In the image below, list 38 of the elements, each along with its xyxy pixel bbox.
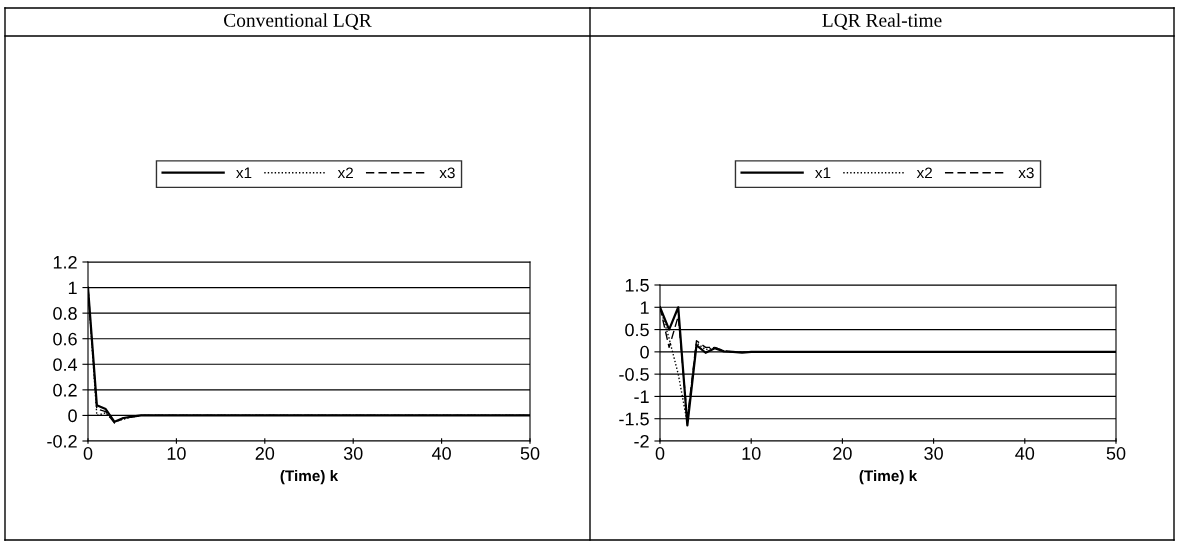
y-tick-label: 0.8: [53, 307, 77, 320]
x-tick-label: 30: [924, 447, 943, 460]
legend-label: x3: [1018, 167, 1034, 179]
y-tick-label: 1.5: [625, 279, 649, 292]
chart-title: Conventional LQR: [224, 13, 372, 30]
x-tick-label: 50: [520, 447, 540, 460]
x-axis-title: (Time) k: [859, 470, 918, 485]
x-tick-label: 40: [431, 447, 451, 460]
y-tick-label: 0.6: [53, 332, 77, 346]
x-tick-label: 0: [655, 447, 665, 460]
y-tick-label: -0.2: [47, 434, 77, 448]
x-axis-title: (Time) k: [280, 470, 339, 485]
y-tick-label: 0: [640, 345, 649, 359]
legend-label: x3: [439, 167, 455, 179]
x-tick-label: 20: [255, 447, 275, 460]
legend-label: x2: [916, 167, 932, 179]
x-tick-label: 10: [742, 447, 761, 460]
y-tick-label: 1: [68, 281, 77, 295]
y-tick-label: -2: [634, 434, 649, 448]
y-tick-label: 1: [640, 301, 649, 314]
chart-title: LQR Real-time: [822, 13, 942, 30]
x-tick-label: 0: [83, 447, 93, 460]
x-tick-label: 20: [833, 447, 852, 460]
y-tick-label: 1.2: [53, 255, 77, 269]
x-tick-label: 10: [167, 447, 186, 460]
y-tick-label: 0.4: [53, 358, 78, 372]
y-tick-label: -0.5: [619, 368, 649, 381]
y-tick-label: 0: [68, 409, 77, 423]
y-tick-label: 0.5: [625, 323, 649, 337]
x-tick-label: 50: [1106, 447, 1126, 460]
x-tick-label: 40: [1015, 447, 1035, 460]
legend-label: x2: [337, 167, 353, 179]
x-tick-label: 30: [343, 447, 363, 460]
y-tick-label: -1: [634, 390, 649, 403]
y-tick-label: 0.2: [53, 383, 77, 397]
y-tick-label: -1.5: [619, 412, 649, 426]
legend-label: x1: [815, 167, 831, 179]
legend-label: x1: [236, 167, 252, 179]
